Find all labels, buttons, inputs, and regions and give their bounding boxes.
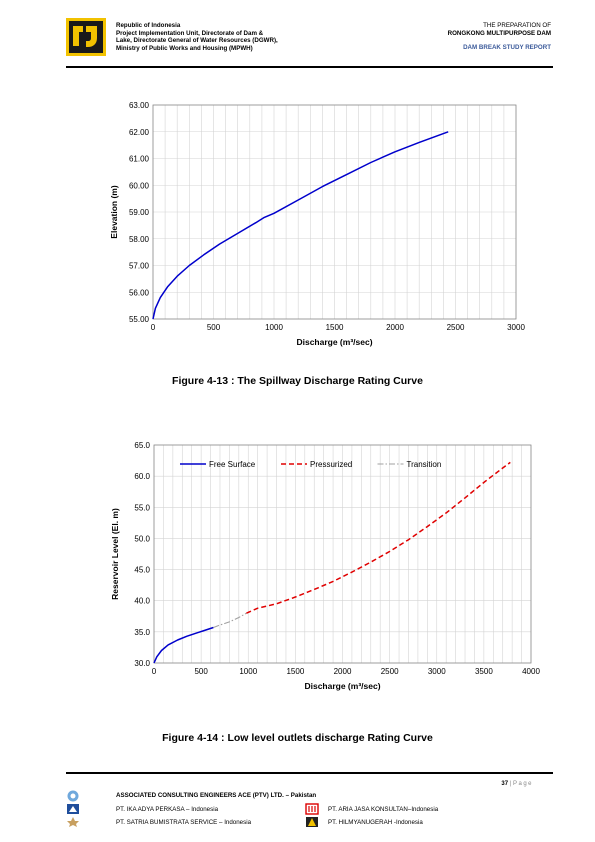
satria-logo <box>67 817 79 827</box>
x-tick-label: 1500 <box>286 667 304 676</box>
header-title-line2: RONGKONG MULTIPURPOSE DAM <box>447 30 551 37</box>
x-tick-label: 2000 <box>386 323 404 332</box>
partner-satria: PT. SATRIA BUMISTRATA SERVICE – Indonesi… <box>116 819 252 826</box>
low-level-outlet-rating-chart: 30.0 35.0 40.0 45.0 50.0 55.0 60.0 65.0 0 500 1000… <box>110 441 540 691</box>
partner-aria-jasa: PT. ARIA JASA KONSULTAN–Indonesia <box>328 806 439 813</box>
ika-logo <box>67 804 79 814</box>
header-title-line1: THE PREPARATION OF <box>483 22 551 29</box>
y-tick-label: 30.0 <box>134 659 150 668</box>
x-tick-label: 0 <box>152 667 157 676</box>
plot-frame <box>152 104 517 320</box>
y-tick-label: 63.00 <box>129 101 150 110</box>
y-tick-label: 59.00 <box>129 208 150 217</box>
header-organization: Republic of Indonesia Project Implementa… <box>116 22 326 52</box>
partner-ika: PT. IKA ADYA PERKASA – Indonesia <box>116 806 219 813</box>
figure-caption-4-14: Figure 4-14 : Low level outlets discharg… <box>162 732 433 744</box>
y-tick-label: 35.0 <box>134 628 150 637</box>
page-separator: | <box>509 781 512 787</box>
x-tick-label: 1000 <box>239 667 257 676</box>
x-tick-label: 2500 <box>381 667 399 676</box>
header-org-line: Ministry of Public Works and Housing (MP… <box>116 44 253 52</box>
series-line-2 <box>213 612 247 629</box>
x-tick-label: 0 <box>151 323 156 332</box>
x-tick-label: 3000 <box>428 667 446 676</box>
aria-jasa-logo <box>305 803 319 815</box>
x-tick-label: 500 <box>194 667 208 676</box>
header-org-line: Lake, Directorate General of Water Resou… <box>116 37 278 45</box>
footer-rule <box>66 772 553 774</box>
x-tick-label: 1500 <box>326 323 344 332</box>
header-report-name: DAM BREAK STUDY REPORT <box>463 44 551 51</box>
x-tick-label: 1000 <box>265 323 283 332</box>
x-tick-label: 2500 <box>447 323 465 332</box>
legend-label: Transition <box>407 460 442 469</box>
ministry-logo <box>66 18 106 56</box>
ace-logo <box>67 790 79 802</box>
partner-hilmyanugerah: PT. HILMYANUGERAH -Indonesia <box>328 819 423 826</box>
series-line-1 <box>246 461 511 614</box>
page-number-block: 37 | Page <box>501 781 533 787</box>
y-tick-label: 65.0 <box>134 441 150 450</box>
y-tick-label: 56.00 <box>129 288 150 297</box>
lead-consultant: ASSOCIATED CONSULTING ENGINEERS ACE (PTV… <box>116 792 317 799</box>
y-axis-label: Reservoir Level (El. m) <box>110 508 120 600</box>
x-tick-label: 3000 <box>507 323 525 332</box>
y-tick-label: 60.0 <box>134 472 150 481</box>
y-tick-label: 60.00 <box>129 181 150 190</box>
y-tick-label: 57.00 <box>129 262 150 271</box>
header-org-line: Project Implementation Unit, Directorate… <box>116 29 264 37</box>
x-axis-label: Discharge (m³/sec) <box>304 681 380 691</box>
x-tick-label: 500 <box>207 323 221 332</box>
x-tick-label: 3500 <box>475 667 493 676</box>
y-tick-label: 61.00 <box>129 155 150 164</box>
header-report-title: THE PREPARATION OF RONGKONG MULTIPURPOSE… <box>448 22 551 52</box>
x-tick-label: 4000 <box>522 667 540 676</box>
y-tick-label: 55.00 <box>129 315 150 324</box>
series-line-0 <box>153 626 214 664</box>
legend-label: Pressurized <box>310 460 352 469</box>
page-word: Page <box>512 781 533 787</box>
figure-caption-4-13: Figure 4-13 : The Spillway Discharge Rat… <box>172 375 423 387</box>
header-rule <box>66 66 553 68</box>
y-tick-label: 45.0 <box>134 566 150 575</box>
y-axis-label: Elevation (m) <box>109 185 119 239</box>
series-line-0 <box>152 131 449 320</box>
y-tick-label: 62.00 <box>129 128 150 137</box>
y-tick-label: 50.0 <box>134 534 150 543</box>
header-org-line: Republic of Indonesia <box>116 22 181 29</box>
x-tick-label: 2000 <box>334 667 352 676</box>
hilmyanugerah-logo <box>306 817 318 827</box>
x-axis-label: Discharge (m³/sec) <box>296 337 372 347</box>
plot-frame <box>153 444 532 664</box>
legend-label: Free Surface <box>209 460 256 469</box>
spillway-rating-chart: 55.00 56.00 57.00 58.00 59.00 60.00 61.00 62.00… <box>109 101 525 347</box>
page-number: 37 <box>501 781 509 787</box>
y-tick-label: 58.00 <box>129 235 150 244</box>
y-tick-label: 40.0 <box>134 597 150 606</box>
y-tick-label: 55.0 <box>134 503 150 512</box>
